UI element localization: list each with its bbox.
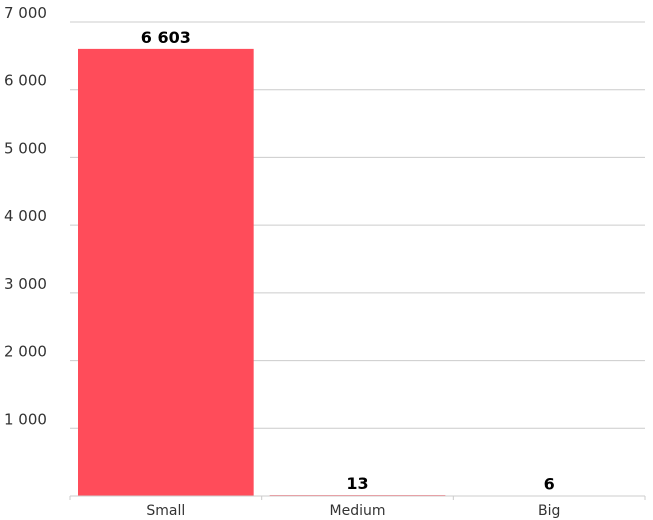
data-label-small: 6 603 (141, 28, 191, 47)
y-tick-label: 7 000 (4, 4, 47, 22)
y-tick-label: 3 000 (4, 275, 47, 293)
data-labels: 6 603 13 6 (141, 28, 555, 494)
y-axis-tick-labels: 1 000 2 000 3 000 4 000 5 000 6 000 7 000 (4, 4, 47, 428)
x-category-label-small: Small (146, 503, 185, 519)
bars (78, 48, 637, 497)
x-category-label-big: Big (538, 503, 560, 519)
y-tick-label: 5 000 (4, 139, 47, 157)
y-tick-label: 6 000 (4, 72, 47, 90)
y-tick-label: 4 000 (4, 207, 47, 225)
x-axis (69, 495, 646, 500)
y-tick-label: 2 000 (4, 343, 47, 361)
x-category-label-medium: Medium (330, 503, 386, 519)
data-label-medium: 13 (346, 474, 368, 493)
data-label-big: 6 (544, 475, 555, 494)
y-tick-label: 1 000 (4, 410, 47, 428)
bar-small (78, 48, 254, 497)
x-axis-category-labels: Small Medium Big (146, 503, 560, 519)
